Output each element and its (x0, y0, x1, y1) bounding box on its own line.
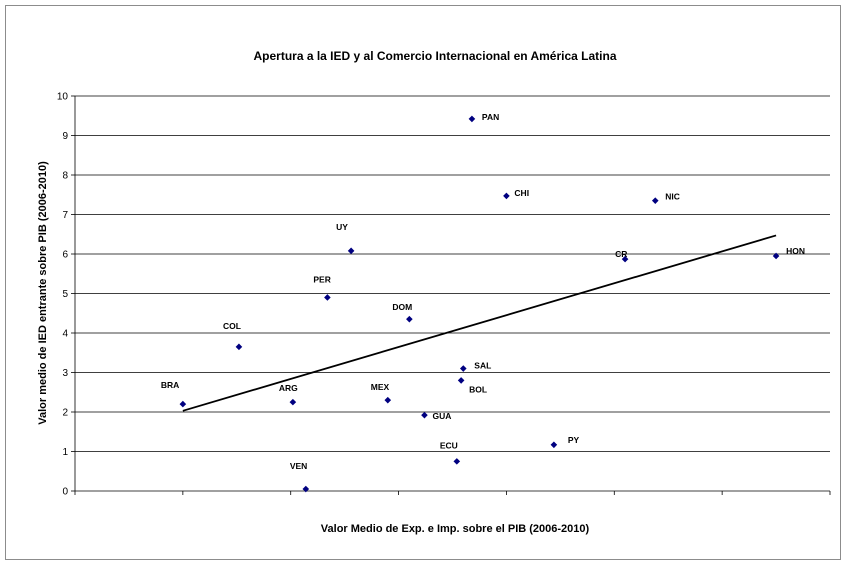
point-label-ecu: ECU (440, 440, 458, 450)
y-axis-label: Valor medio de IED entrante sobre PIB (2… (37, 161, 49, 425)
chart-title: Apertura a la IED y al Comercio Internac… (253, 49, 616, 63)
point-label-uy: UY (336, 222, 348, 232)
y-tick-label: 4 (62, 329, 68, 340)
y-tick-label: 7 (62, 210, 68, 221)
data-point-dom (406, 315, 413, 323)
y-tick-label: 2 (62, 408, 68, 419)
data-point-mex (384, 396, 392, 404)
data-point-sal (459, 365, 467, 372)
axes (71, 95, 831, 495)
point-label-pan: PAN (482, 112, 499, 122)
y-tick-labels: 0 1 2 3 4 5 6 7 8 9 10 (57, 92, 69, 498)
data-point-per (324, 294, 331, 301)
data-point-chi (503, 192, 510, 200)
data-point-uy (347, 247, 355, 255)
point-labels: BRA COL ARG VEN PER UY MEX DOM GUA ECU SAL BOL PAN CH… (161, 112, 805, 471)
data-points (179, 115, 780, 493)
point-label-per: PER (313, 274, 330, 284)
chart-frame (5, 5, 841, 560)
point-label-nic: NIC (665, 192, 680, 202)
data-point-pan (468, 115, 476, 123)
point-label-hon: HON (786, 246, 805, 256)
data-point-py (550, 441, 558, 449)
point-label-bol: BOL (469, 384, 487, 394)
y-tick-label: 9 (62, 131, 68, 142)
point-label-cr: CR (615, 249, 627, 259)
point-label-gua: GUA (432, 411, 451, 421)
data-point-arg (289, 398, 297, 406)
gridlines (75, 95, 830, 452)
data-point-gua (421, 411, 428, 419)
x-axis-label: Valor Medio de Exp. e Imp. sobre el PIB … (321, 523, 590, 535)
trendline (182, 234, 777, 412)
data-point-ven (302, 485, 310, 493)
data-point-bra (179, 400, 187, 408)
point-label-dom: DOM (392, 302, 412, 312)
point-label-chi: CHI (514, 188, 529, 198)
y-tick-label: 8 (62, 171, 68, 182)
data-point-col (235, 343, 243, 351)
data-point-ecu (453, 458, 461, 465)
data-point-hon (772, 252, 780, 260)
point-label-arg: ARG (279, 383, 298, 393)
point-label-sal: SAL (474, 361, 491, 371)
trendline-layer (182, 234, 777, 412)
point-label-bra: BRA (161, 380, 179, 390)
point-label-ven: VEN (290, 461, 307, 471)
point-label-mex: MEX (371, 382, 390, 392)
y-tick-label: 10 (57, 92, 69, 103)
data-point-cr (621, 255, 629, 263)
point-label-py: PY (568, 435, 580, 445)
y-tick-label: 6 (62, 250, 68, 261)
y-tick-label: 0 (62, 487, 68, 498)
y-tick-label: 5 (62, 289, 68, 300)
y-tick-label: 3 (62, 368, 68, 379)
y-tick-label: 1 (62, 447, 68, 458)
data-point-nic (651, 197, 659, 204)
data-point-bol (457, 377, 465, 384)
point-label-col: COL (223, 321, 241, 331)
